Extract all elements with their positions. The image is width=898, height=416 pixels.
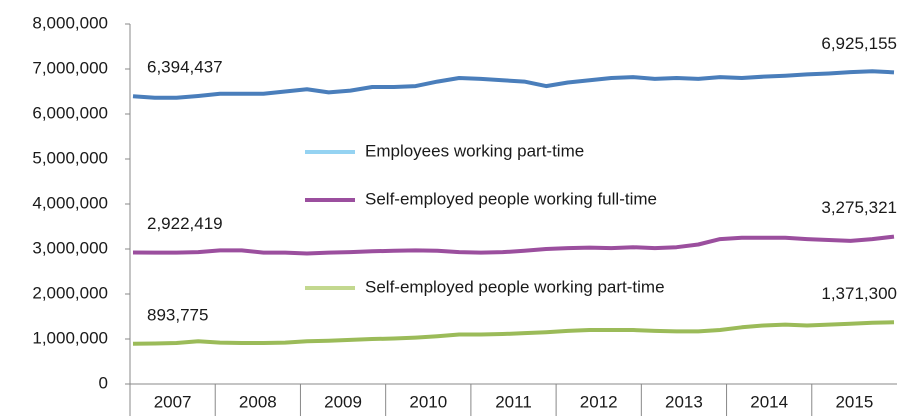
series-line [132, 234, 895, 256]
x-tick-label: 2014 [750, 392, 788, 411]
x-tick-label: 2010 [409, 392, 447, 411]
data-label: 6,925,155 [821, 34, 897, 53]
y-tick-label: 3,000,000 [32, 238, 108, 257]
x-tick-label: 2008 [239, 392, 277, 411]
series-line [132, 320, 895, 346]
x-tick-label: 2007 [154, 392, 192, 411]
y-tick-label: 1,000,000 [32, 328, 108, 347]
data-label: 3,275,321 [821, 198, 897, 217]
x-tick-label: 2009 [324, 392, 362, 411]
x-tick-label: 2011 [495, 392, 532, 411]
x-tick-label: 2013 [665, 392, 703, 411]
y-tick-label: 4,000,000 [32, 193, 108, 212]
y-tick-label: 5,000,000 [32, 148, 108, 167]
legend-label: Employees working part-time [365, 141, 584, 160]
y-tick-label: 8,000,000 [32, 13, 108, 32]
y-tick-label: 0 [99, 373, 108, 392]
y-tick-label: 2,000,000 [32, 283, 108, 302]
data-label: 2,922,419 [147, 214, 223, 233]
legend-label: Self-employed people working full-time [365, 189, 657, 208]
x-tick-label: 2015 [835, 392, 873, 411]
x-tick-label: 2012 [580, 392, 618, 411]
series-line [132, 69, 895, 100]
y-tick-label: 7,000,000 [32, 58, 108, 77]
data-label: 893,775 [147, 305, 208, 324]
legend-label: Self-employed people working part-time [365, 277, 665, 296]
y-tick-label: 6,000,000 [32, 103, 108, 122]
data-label: 6,394,437 [147, 58, 223, 77]
data-label: 1,371,300 [821, 284, 897, 303]
